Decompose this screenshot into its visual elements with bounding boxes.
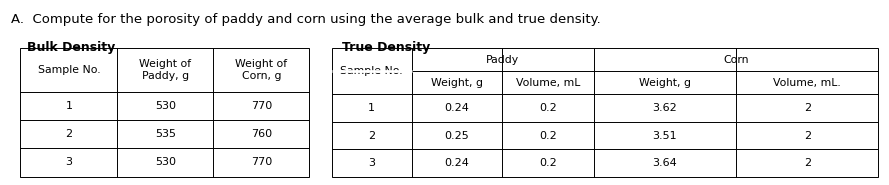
Text: Sample No.: Sample No.: [37, 65, 100, 75]
Text: 760: 760: [251, 129, 272, 139]
Text: Sample No.: Sample No.: [340, 66, 403, 76]
Text: 0.2: 0.2: [540, 103, 557, 113]
Text: 2: 2: [804, 103, 811, 113]
Text: 530: 530: [155, 101, 176, 111]
Text: 770: 770: [251, 101, 272, 111]
Text: Weight, g: Weight, g: [431, 78, 483, 88]
Text: Volume, mL: Volume, mL: [516, 78, 581, 88]
Text: 1: 1: [368, 103, 375, 113]
Text: 770: 770: [251, 157, 272, 167]
Text: A.  Compute for the porosity of paddy and corn using the average bulk and true d: A. Compute for the porosity of paddy and…: [11, 13, 600, 26]
Text: Corn: Corn: [724, 55, 749, 65]
Text: 530: 530: [155, 157, 176, 167]
Text: 0.24: 0.24: [444, 158, 469, 168]
Text: Bulk Density: Bulk Density: [27, 41, 115, 54]
Text: True Density: True Density: [342, 41, 430, 54]
Text: 2: 2: [804, 158, 811, 168]
Text: Weight of
Corn, g: Weight of Corn, g: [236, 59, 287, 81]
Bar: [332, 48, 878, 177]
Text: Paddy: Paddy: [486, 55, 519, 65]
Text: 3.62: 3.62: [653, 103, 677, 113]
Text: 0.25: 0.25: [444, 130, 469, 141]
Text: 3.64: 3.64: [653, 158, 677, 168]
Text: 0.24: 0.24: [444, 103, 469, 113]
Text: Weight, g: Weight, g: [639, 78, 691, 88]
Bar: [20, 48, 309, 177]
Text: 0.2: 0.2: [540, 130, 557, 141]
Text: Volume, mL.: Volume, mL.: [773, 78, 841, 88]
Text: 2: 2: [368, 130, 375, 141]
Text: Weight of
Paddy, g: Weight of Paddy, g: [140, 59, 191, 81]
Text: 3: 3: [66, 157, 72, 167]
Text: 3.51: 3.51: [653, 130, 677, 141]
Text: 2: 2: [65, 129, 73, 139]
Text: 535: 535: [155, 129, 176, 139]
Text: 1: 1: [66, 101, 72, 111]
Text: 3: 3: [368, 158, 375, 168]
Text: 2: 2: [804, 130, 811, 141]
Text: 0.2: 0.2: [540, 158, 557, 168]
